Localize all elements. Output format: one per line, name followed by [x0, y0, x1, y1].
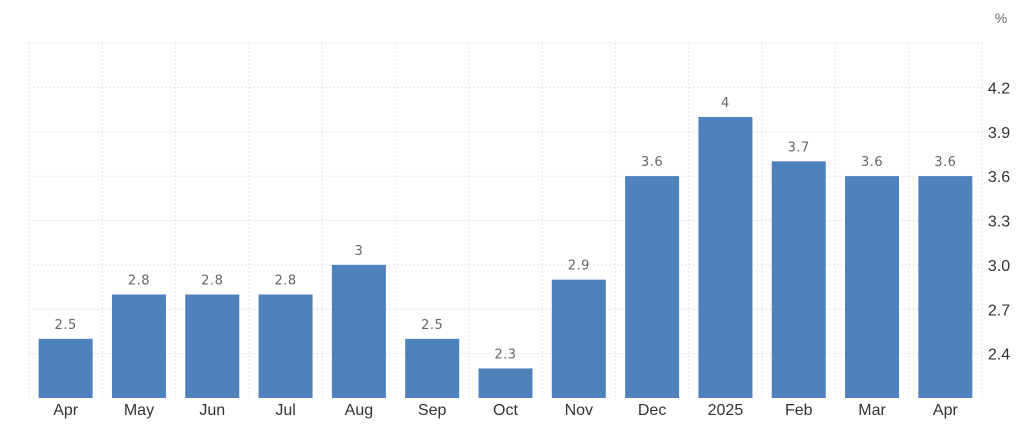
x-tick-label: Oct [493, 402, 518, 419]
data-label: 2.5 [421, 318, 443, 333]
x-axis-ticks: Apr May Jun Jul Aug Sep Oct Nov Dec 2025 Feb Mar Apr [53, 402, 958, 419]
bar-9[interactable] [698, 116, 753, 398]
data-label: 2.9 [568, 259, 590, 274]
bar-1[interactable] [111, 294, 166, 398]
data-label: 4 [721, 96, 730, 111]
x-tick-label: Feb [785, 402, 813, 419]
x-tick-label: Mar [858, 402, 886, 419]
data-label: 3.6 [934, 155, 956, 170]
x-tick-label: Jul [275, 402, 295, 419]
x-tick-label: Apr [53, 402, 79, 419]
y-tick-label: 3.3 [988, 214, 1010, 231]
bar-4[interactable] [331, 264, 386, 398]
y-tick-label: 3.6 [988, 169, 1010, 186]
y-tick-label: 3.9 [988, 125, 1010, 142]
data-label: 3.7 [788, 140, 810, 155]
x-tick-label: Apr [933, 402, 959, 419]
x-tick-label: Aug [345, 402, 373, 419]
grid-lines [28, 42, 983, 398]
bar-8[interactable] [625, 176, 680, 398]
bar-2[interactable] [185, 294, 240, 398]
y-tick-label: 2.7 [988, 302, 1010, 319]
y-tick-label: 4.2 [988, 80, 1010, 97]
y-tick-label: 2.4 [988, 347, 1010, 364]
data-label: 2.8 [201, 273, 223, 288]
bar-12[interactable] [918, 176, 973, 398]
data-label: 3.6 [641, 155, 663, 170]
x-tick-label: 2025 [708, 402, 744, 419]
data-label: 2.8 [274, 273, 296, 288]
bars [38, 116, 973, 398]
data-labels: 2.5 2.8 2.8 2.8 3 2.5 2.3 2.9 3.6 4 3.7 3.6 3.6 [55, 96, 956, 362]
bar-6[interactable] [478, 368, 533, 398]
data-label: 2.3 [494, 347, 516, 362]
x-tick-label: Jun [199, 402, 225, 419]
data-label: 2.5 [55, 318, 77, 333]
bar-10[interactable] [771, 161, 826, 398]
x-tick-label: Nov [565, 402, 593, 419]
bar-5[interactable] [405, 338, 460, 398]
y-axis-ticks: 2.4 2.7 3.0 3.3 3.6 3.9 4.2 [988, 80, 1010, 363]
bar-11[interactable] [845, 176, 900, 398]
x-tick-label: Dec [638, 402, 666, 419]
data-label: 2.8 [128, 273, 150, 288]
bar-3[interactable] [258, 294, 313, 398]
bar-7[interactable] [551, 279, 606, 398]
bar-0[interactable] [38, 338, 93, 398]
x-tick-label: Sep [418, 402, 447, 419]
y-axis-unit: % [995, 10, 1007, 26]
data-label: 3.6 [861, 155, 883, 170]
x-tick-label: May [124, 402, 154, 419]
data-label: 3 [354, 244, 363, 259]
y-tick-label: 3.0 [988, 258, 1010, 275]
